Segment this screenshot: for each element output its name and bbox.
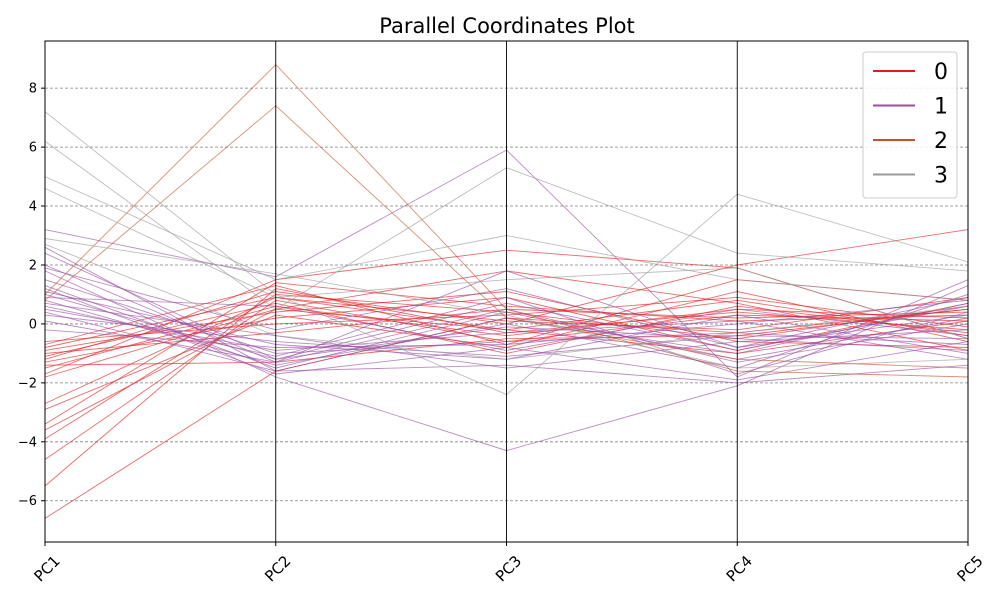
legend: 0 1 2 3	[862, 51, 958, 199]
y-tick-label: 2	[29, 258, 37, 273]
x-tick-label: PC3	[492, 552, 525, 585]
y-tick-label: 6	[29, 141, 37, 156]
legend-label-1: 1	[934, 95, 948, 120]
legend-label-2: 2	[934, 129, 948, 154]
y-tick-label: 4	[29, 200, 37, 215]
x-tick-label: PC4	[723, 552, 756, 585]
x-tick-label: PC2	[261, 552, 294, 585]
y-tick-label: 8	[29, 82, 37, 97]
y-tick-label: −4	[18, 435, 37, 450]
y-tick-label: −2	[18, 376, 37, 391]
x-tick-label: PC1	[30, 552, 63, 585]
legend-box	[862, 51, 958, 199]
legend-label-3: 3	[934, 164, 948, 189]
legend-label-0: 0	[934, 60, 948, 85]
y-tick-label: −6	[18, 494, 37, 509]
chart-title: Parallel Coordinates Plot	[379, 14, 635, 38]
x-tick-label: PC5	[953, 552, 986, 585]
y-tick-label: 0	[29, 317, 37, 332]
